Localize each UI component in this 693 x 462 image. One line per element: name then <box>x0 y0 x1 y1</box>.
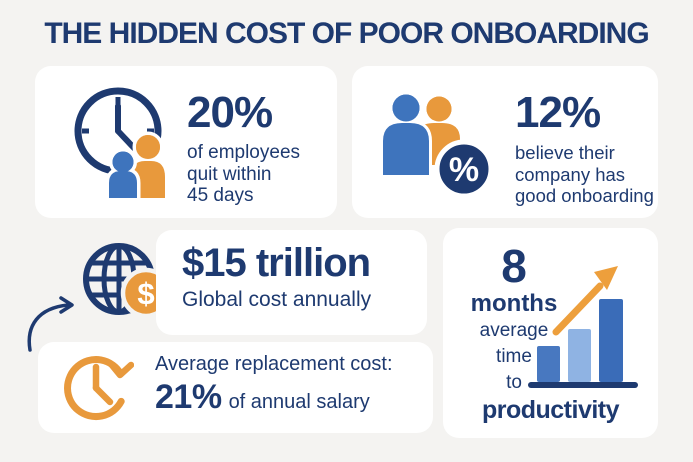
stat-caption-line: time <box>496 345 532 367</box>
stat-caption-line: of employees <box>187 142 301 164</box>
replacement-cost-label: Average replacement cost: <box>155 353 393 375</box>
stat-21-percent: 21% <box>155 378 222 416</box>
people-percent-icon: % <box>380 91 494 199</box>
growth-chart-icon <box>528 266 638 388</box>
bar-medium <box>568 329 591 382</box>
stat-12-percent: 12% <box>515 88 601 137</box>
productivity-label: productivity <box>481 396 620 424</box>
page-title: THE HIDDEN COST OF POOR ONBOARDING <box>44 17 649 50</box>
stat-caption-line: to <box>506 371 522 393</box>
stat-15-trillion: $15 trillion <box>182 241 371 285</box>
stat-8: 8 <box>501 240 527 292</box>
stat-caption-line: believe their <box>515 142 615 164</box>
card-good-onboarding: % 12% believe their company has good onb… <box>352 66 658 218</box>
stat-unit: months <box>470 290 558 318</box>
up-arrow-icon <box>552 266 618 336</box>
svg-text:$: $ <box>137 276 154 311</box>
blue-person-icon <box>105 148 141 199</box>
blue-person-icon <box>380 91 432 178</box>
stat-caption-line: good onboarding <box>515 185 654 207</box>
stat-caption-line: quit within <box>187 163 272 185</box>
bar-tall <box>599 299 623 382</box>
svg-text:%: % <box>449 151 479 189</box>
stat-caption-line: 45 days <box>187 185 254 207</box>
stat-caption: Global cost annually <box>182 288 372 311</box>
chart-baseline <box>528 382 638 388</box>
card-time-to-productivity: 8 months average time to productivity <box>443 228 658 438</box>
stat-caption-line: company has <box>515 163 626 185</box>
card-replacement-cost: Average replacement cost: 21% of annual s… <box>38 342 433 433</box>
refresh-clock-icon <box>64 356 134 421</box>
stat-suffix: of annual salary <box>228 391 370 413</box>
stat-caption-line: average <box>479 319 549 341</box>
percent-badge: % <box>434 139 494 199</box>
stat-20-percent: 20% <box>187 88 273 137</box>
bar-short <box>537 346 560 382</box>
clock-people-icon <box>74 87 169 199</box>
card-quit-45-days: 20% of employees quit within 45 days <box>35 66 337 218</box>
curved-arrow-icon <box>27 296 74 352</box>
card-global-cost: $15 trillion Global cost annually <box>156 230 427 335</box>
